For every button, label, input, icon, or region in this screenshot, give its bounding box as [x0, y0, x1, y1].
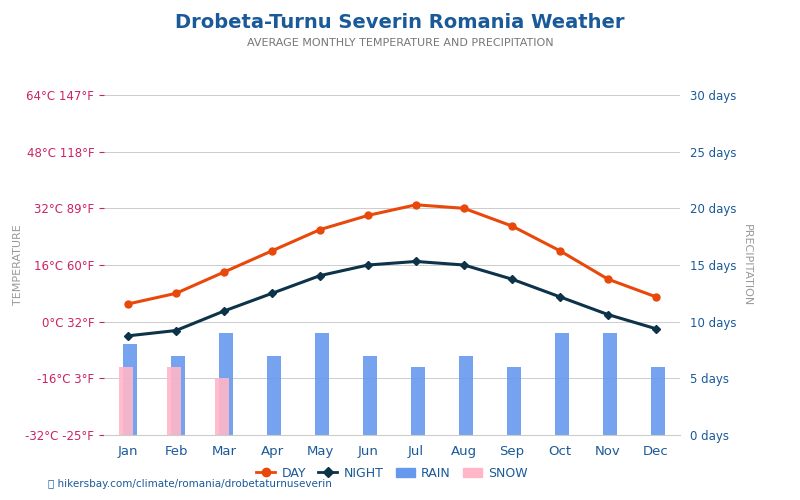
Bar: [651, 367, 666, 435]
DAY: [459, 206, 469, 212]
DAY: [555, 248, 565, 254]
Bar: [214, 378, 229, 435]
Text: AVERAGE MONTHLY TEMPERATURE AND PRECIPITATION: AVERAGE MONTHLY TEMPERATURE AND PRECIPIT…: [246, 38, 554, 48]
Line: DAY: DAY: [125, 202, 659, 308]
Bar: [411, 367, 426, 435]
Bar: [315, 333, 330, 435]
Bar: [166, 367, 181, 435]
NIGHT: [555, 294, 565, 300]
NIGHT: [171, 328, 181, 334]
NIGHT: [267, 290, 277, 296]
NIGHT: [411, 258, 421, 264]
DAY: [363, 212, 373, 218]
DAY: [411, 202, 421, 208]
Bar: [603, 333, 618, 435]
Bar: [267, 356, 282, 435]
NIGHT: [507, 276, 517, 282]
NIGHT: [315, 272, 325, 278]
Bar: [118, 367, 133, 435]
Line: NIGHT: NIGHT: [126, 258, 658, 338]
Bar: [459, 356, 474, 435]
Bar: [123, 344, 138, 435]
Legend: DAY, NIGHT, RAIN, SNOW: DAY, NIGHT, RAIN, SNOW: [251, 462, 533, 485]
NIGHT: [123, 333, 133, 339]
NIGHT: [651, 326, 661, 332]
Bar: [507, 367, 522, 435]
Bar: [219, 333, 234, 435]
Bar: [171, 356, 186, 435]
DAY: [651, 294, 661, 300]
Y-axis label: PRECIPITATION: PRECIPITATION: [742, 224, 752, 306]
Bar: [363, 356, 378, 435]
NIGHT: [363, 262, 373, 268]
DAY: [507, 223, 517, 229]
Text: 📍 hikersbay.com/climate/romania/drobetaturnuseverin: 📍 hikersbay.com/climate/romania/drobetat…: [48, 479, 332, 489]
Bar: [555, 333, 570, 435]
DAY: [171, 290, 181, 296]
DAY: [315, 226, 325, 232]
DAY: [219, 269, 229, 275]
NIGHT: [459, 262, 469, 268]
NIGHT: [219, 308, 229, 314]
DAY: [603, 276, 613, 282]
DAY: [267, 248, 277, 254]
Text: Drobeta-Turnu Severin Romania Weather: Drobeta-Turnu Severin Romania Weather: [175, 12, 625, 32]
DAY: [123, 301, 133, 307]
Y-axis label: TEMPERATURE: TEMPERATURE: [14, 224, 23, 306]
NIGHT: [603, 312, 613, 318]
